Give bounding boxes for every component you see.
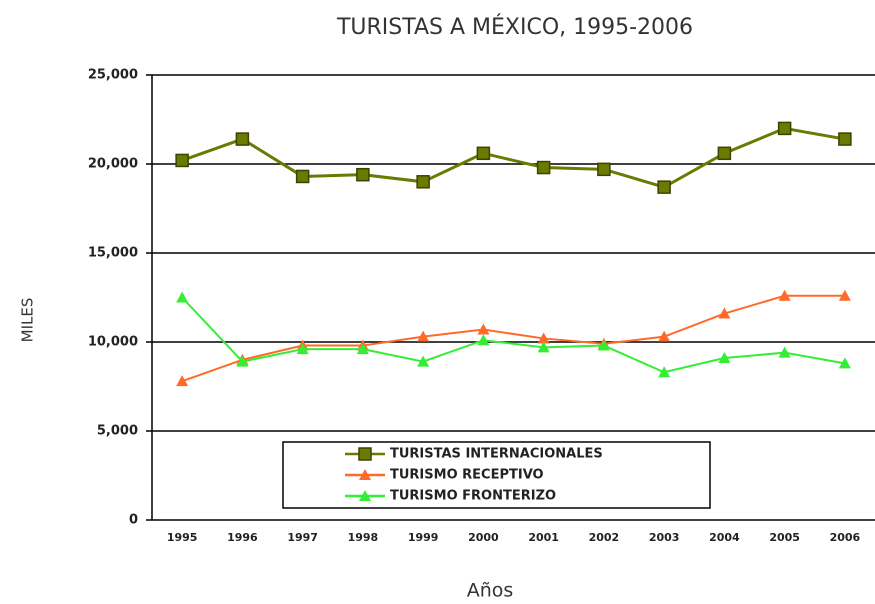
point <box>597 339 610 351</box>
point <box>777 121 792 136</box>
x-tick-label: 2006 <box>830 531 861 544</box>
x-tick-label: 2000 <box>468 531 499 544</box>
point <box>176 291 189 303</box>
point <box>417 330 430 342</box>
chart-title: TURISTAS A MÉXICO, 1995-2006 <box>336 14 693 40</box>
x-tick-label: 2005 <box>769 531 800 544</box>
point <box>477 323 490 335</box>
legend-label: TURISTAS INTERNACIONALES <box>390 447 603 462</box>
point <box>417 355 430 367</box>
y-tick-label: 20,000 <box>88 157 138 172</box>
point <box>597 162 611 177</box>
point <box>658 366 671 378</box>
point <box>477 334 490 346</box>
point <box>295 169 310 184</box>
series-line <box>181 294 845 383</box>
point <box>296 343 309 355</box>
x-tick-label: 2001 <box>528 531 559 544</box>
point <box>235 132 250 146</box>
series-line <box>181 126 846 189</box>
legend-marker <box>359 469 371 480</box>
point <box>356 167 370 182</box>
y-tick-label: 25,000 <box>88 68 138 83</box>
x-tick-label: 2004 <box>709 531 740 544</box>
legend-label: TURISMO RECEPTIVO <box>390 468 544 483</box>
series-line <box>181 296 846 374</box>
x-tick-label: 1998 <box>348 531 379 544</box>
legend-marker <box>358 447 372 461</box>
point <box>778 289 791 301</box>
point <box>537 341 550 353</box>
point <box>658 330 671 342</box>
point <box>718 307 731 319</box>
point <box>356 343 369 355</box>
y-axis-label: MILES <box>19 298 37 343</box>
point <box>416 175 430 189</box>
point <box>718 352 731 364</box>
point <box>175 153 189 168</box>
point <box>236 355 249 367</box>
x-axis-label: Años <box>467 580 514 602</box>
point <box>838 357 851 369</box>
y-tick-label: 0 <box>129 513 138 528</box>
point <box>537 332 550 344</box>
y-tick-label: 10,000 <box>88 335 138 350</box>
legend-label: TURISMO FRONTERIZO <box>390 489 556 504</box>
x-tick-label: 1999 <box>408 531 439 544</box>
x-tick-label: 2003 <box>649 531 680 544</box>
x-tick-label: 2002 <box>589 531 620 544</box>
y-tick-label: 5,000 <box>97 424 138 439</box>
x-tick-label: 1996 <box>227 531 258 544</box>
point <box>536 160 551 175</box>
x-tick-label: 1995 <box>167 531 198 544</box>
point <box>778 346 791 358</box>
point <box>838 132 852 146</box>
legend-marker <box>359 490 371 501</box>
point <box>717 146 732 161</box>
y-tick-label: 15,000 <box>88 246 138 261</box>
point <box>657 180 671 194</box>
point <box>476 146 491 161</box>
point <box>176 375 189 387</box>
point <box>838 289 851 301</box>
x-tick-label: 1997 <box>287 531 318 544</box>
